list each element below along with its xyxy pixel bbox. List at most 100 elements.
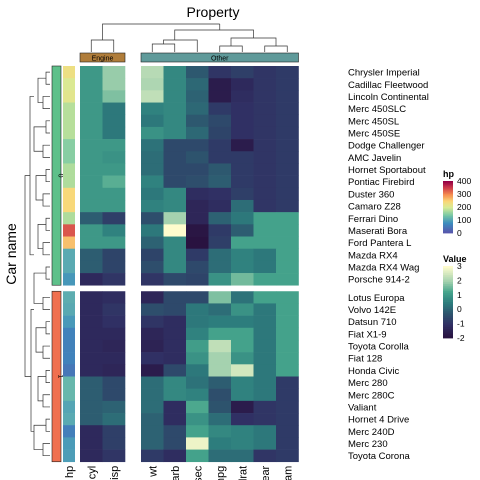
dendrogram-branch (45, 418, 50, 432)
heatmap-cell (163, 236, 187, 249)
hp-cell (63, 449, 75, 463)
heatmap-cell (276, 66, 299, 79)
heatmap-cell (102, 339, 126, 353)
y-axis-title: Car name (3, 223, 19, 285)
heatmap-cell (253, 212, 277, 225)
heatmap-cell (163, 114, 187, 128)
legend-swatch (443, 309, 453, 312)
heatmap-cell (276, 400, 299, 414)
legend-swatch (443, 220, 453, 222)
row-label: Merc 450SE (348, 128, 400, 139)
heatmap-cell (163, 327, 187, 341)
heatmap-cell (208, 151, 232, 164)
heatmap-cell (231, 248, 254, 262)
heatmap-cell (276, 139, 299, 152)
legend-swatch (443, 217, 453, 220)
heatmap-cell (80, 102, 103, 116)
heatmap-cell (231, 425, 254, 438)
heatmap-cell (186, 327, 209, 341)
legend-swatch (443, 294, 453, 297)
legend-swatch (443, 187, 453, 190)
heatmap-cell (276, 413, 299, 426)
row-label: Merc 450SL (348, 116, 399, 127)
heatmap-cell (80, 388, 103, 402)
heatmap-cell (186, 78, 209, 91)
heatmap-cell (163, 376, 187, 389)
hp-cell (63, 175, 75, 189)
heatmap-cell (80, 425, 103, 438)
heatmap-cell (102, 303, 126, 316)
row-group-bar (51, 65, 62, 286)
heatmap-cell (102, 163, 126, 176)
heatmap-cell (253, 199, 277, 213)
dendrogram-branch (42, 144, 50, 158)
heatmap-cell (80, 327, 103, 341)
legend-swatch (443, 181, 453, 183)
legend-swatch (443, 327, 453, 330)
hp-cell (63, 78, 75, 91)
heatmap-cell (208, 339, 232, 353)
heatmap-cell (276, 102, 299, 116)
hp-cell (63, 437, 75, 450)
hp-cell (63, 199, 75, 213)
heatmap-cell (186, 248, 209, 262)
heatmap-cell (163, 224, 187, 237)
heatmap-cell (253, 413, 277, 426)
heatmap-cell (186, 449, 209, 463)
heatmap-cell (231, 163, 254, 176)
legend-swatch (443, 227, 453, 230)
heatmap-cell (102, 388, 126, 402)
legend-swatch (443, 302, 453, 305)
row-group-bars: 01 (51, 65, 64, 463)
dendrogram-branch (102, 23, 220, 40)
dendrogram-branch (37, 223, 46, 250)
legend-swatch (443, 188, 453, 191)
heatmap-cell (102, 260, 126, 274)
heatmap-cell (80, 114, 103, 128)
column-group-bar (140, 52, 299, 63)
heatmap-cell (186, 352, 209, 365)
heatmap-cell (208, 327, 232, 341)
heatmap-cell (80, 352, 103, 365)
heatmap-cell (276, 315, 299, 329)
legend-swatch (443, 303, 453, 306)
heatmap-cell (186, 364, 209, 377)
heatmap-cell (102, 175, 126, 189)
heatmap-cell (163, 425, 187, 438)
heatmap-cell (231, 78, 254, 91)
heatmap-cell (141, 303, 164, 316)
dendrogram-branch (174, 29, 254, 40)
heatmap-cell (141, 388, 164, 402)
heatmap-cell (231, 315, 254, 329)
heatmap-cell (80, 139, 103, 152)
row-label: Lincoln Continental (348, 92, 429, 103)
row-label: Fiat 128 (348, 354, 382, 365)
heatmap-cell (276, 163, 299, 176)
heatmap-cell (186, 126, 209, 140)
heatmap-cell (231, 400, 254, 414)
legend-swatch (443, 196, 453, 199)
dendrogram-branch (42, 296, 50, 310)
legend-swatch (443, 312, 453, 315)
heatmap-cell (102, 248, 126, 262)
legend-swatch (443, 204, 453, 207)
legend-swatch (443, 216, 453, 218)
heatmap-cell (141, 437, 164, 450)
heatmap-cell (276, 437, 299, 450)
heatmap-cell (231, 212, 254, 225)
legend-swatch (443, 282, 453, 285)
row-label: Chrysler Imperial (348, 68, 420, 79)
legend-tick-label: 2 (457, 275, 462, 285)
hp-cell (63, 388, 75, 402)
row-label: Merc 240D (348, 427, 395, 438)
legend-swatch (443, 271, 453, 274)
heatmap-cell (141, 425, 164, 438)
hp-cell (63, 364, 75, 377)
heatmap-cell (186, 102, 209, 116)
heatmap-cell (253, 163, 277, 176)
legend-swatch (443, 334, 453, 337)
heatmap-cell (276, 364, 299, 377)
heatmap-cell (102, 199, 126, 213)
row-label: Lotus Europa (348, 293, 405, 304)
